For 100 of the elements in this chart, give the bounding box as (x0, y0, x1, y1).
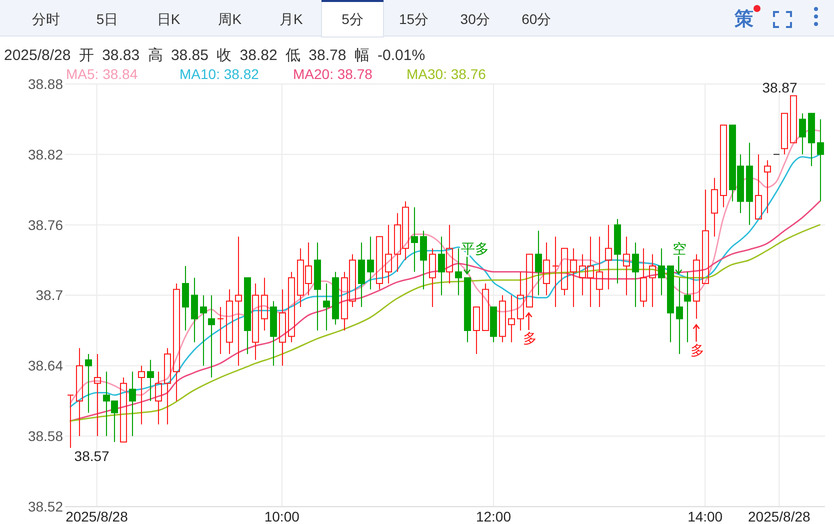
annotation: 多 (522, 330, 537, 346)
y-tick-label: 38.76 (28, 216, 64, 233)
annotation: 空 (672, 240, 687, 257)
candlestick (543, 242, 550, 296)
x-tick-label: 14:00 (688, 508, 723, 524)
candlestick (746, 142, 753, 226)
candlestick (535, 230, 542, 296)
candlestick (164, 348, 171, 425)
candlestick (499, 294, 506, 343)
candlestick (658, 248, 665, 296)
x-tick-label: 12:00 (476, 508, 512, 524)
candlestick (473, 306, 480, 354)
candlestick (614, 218, 621, 284)
candlestick (94, 353, 101, 437)
candlestick (235, 236, 242, 366)
text: MA10: 38.82 (180, 66, 260, 82)
candlestick (138, 365, 145, 425)
candlestick (438, 236, 445, 296)
candlestick (596, 236, 603, 308)
text: MA5: 38.84 (66, 66, 138, 82)
text: 分时 (32, 11, 60, 27)
candlestick (755, 154, 762, 220)
candlestick (67, 394, 74, 448)
candlestick (429, 248, 436, 308)
candlestick (155, 371, 162, 425)
candlestick (720, 124, 727, 208)
candlestick (632, 242, 639, 308)
candlestick (226, 288, 233, 354)
x-tick-label: 10:00 (264, 508, 300, 524)
candlestick (561, 248, 568, 296)
candlestick (147, 359, 154, 402)
candlestick (552, 236, 559, 308)
candlestick (120, 376, 127, 443)
candlestick (385, 224, 392, 284)
text: 15分 (399, 11, 429, 27)
text: 策 (734, 9, 754, 30)
candlestick (508, 294, 515, 343)
candlestick (129, 371, 136, 437)
candlestick (376, 236, 383, 290)
candlestick (182, 265, 189, 332)
candlestick (808, 112, 815, 167)
candlestick (261, 277, 268, 332)
candlestick (411, 206, 418, 272)
text: 日K (156, 11, 181, 27)
candlestick (490, 306, 497, 343)
candlestick (200, 294, 207, 366)
candlestick (649, 254, 656, 308)
x-tick-label: 2025/8/28 (748, 508, 810, 524)
candlestick (623, 236, 630, 296)
annotation: 平多 (461, 240, 490, 257)
y-tick-label: 38.52 (28, 498, 64, 514)
candlestick (208, 294, 215, 378)
text: 30分 (460, 11, 490, 27)
candlestick (570, 248, 577, 308)
candlestick (217, 306, 224, 354)
text: 60分 (522, 11, 552, 27)
text: 月K (280, 11, 304, 27)
candlestick (85, 353, 92, 414)
candlestick (693, 254, 700, 320)
candlestick (482, 283, 489, 332)
text: 周K (218, 11, 242, 27)
y-tick-label: 38.82 (28, 146, 64, 162)
candlestick (244, 277, 251, 354)
candlestick (314, 242, 321, 332)
candlestick (764, 160, 771, 214)
candlestick (702, 189, 709, 284)
candlestick (605, 224, 612, 290)
candlestick (676, 277, 683, 354)
candlestick (332, 271, 339, 326)
candlestick (173, 283, 180, 402)
candlestick (323, 283, 330, 332)
y-tick-label: 38.64 (28, 358, 64, 374)
candlestick (420, 230, 427, 290)
candlestick (446, 224, 453, 284)
text: 5日 (96, 11, 118, 27)
candlestick (640, 248, 647, 308)
candlestick (817, 118, 824, 202)
candlestick (455, 248, 462, 296)
candlestick (270, 300, 277, 366)
text: MA30: 38.76 (406, 66, 486, 82)
candlestick (526, 254, 533, 308)
chart-subtitle: 2025/8/28 开 38.83 高 38.85 收 38.82 低 38.78 幅 -0.01% (4, 47, 426, 64)
candlestick (799, 112, 806, 155)
annotation: 38.87 (762, 80, 798, 96)
candlestick (252, 283, 259, 360)
candlestick (288, 271, 295, 343)
candlestick (76, 348, 83, 437)
y-tick-label: 38.88 (28, 76, 64, 92)
candlestick (711, 177, 718, 238)
candlestick (191, 277, 198, 343)
y-tick-label: 38.7 (36, 287, 64, 304)
candlestick (367, 236, 374, 290)
candlestick (279, 288, 286, 366)
x-tick-label: 2025/8/28 (66, 508, 128, 524)
candlestick (781, 112, 788, 155)
candlestick (464, 277, 471, 343)
candlestick (684, 271, 691, 343)
text: 5分 (342, 11, 364, 27)
y-tick-label: 38.58 (28, 428, 64, 444)
annotation: 38.57 (74, 448, 110, 464)
